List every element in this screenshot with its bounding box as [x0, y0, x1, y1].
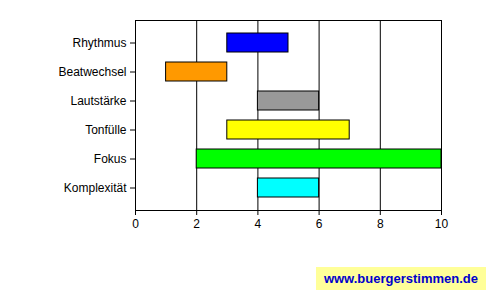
svg-text:4: 4 [255, 217, 262, 231]
svg-text:Lautstärke: Lautstärke [70, 94, 126, 108]
svg-text:Rhythmus: Rhythmus [72, 36, 126, 50]
svg-text:10: 10 [435, 217, 449, 231]
html-text:www.buergerstimmen.de: www.buergerstimmen.de [323, 271, 478, 286]
svg-text:0: 0 [132, 217, 139, 231]
svg-text:Tonfülle: Tonfülle [85, 123, 127, 137]
svg-text:2: 2 [193, 217, 200, 231]
svg-text:Fokus: Fokus [94, 152, 127, 166]
svg-text:8: 8 [377, 217, 384, 231]
svg-text:Beatwechsel: Beatwechsel [58, 65, 126, 79]
svg-text:6: 6 [316, 217, 323, 231]
svg-text:Komplexität: Komplexität [64, 181, 127, 195]
